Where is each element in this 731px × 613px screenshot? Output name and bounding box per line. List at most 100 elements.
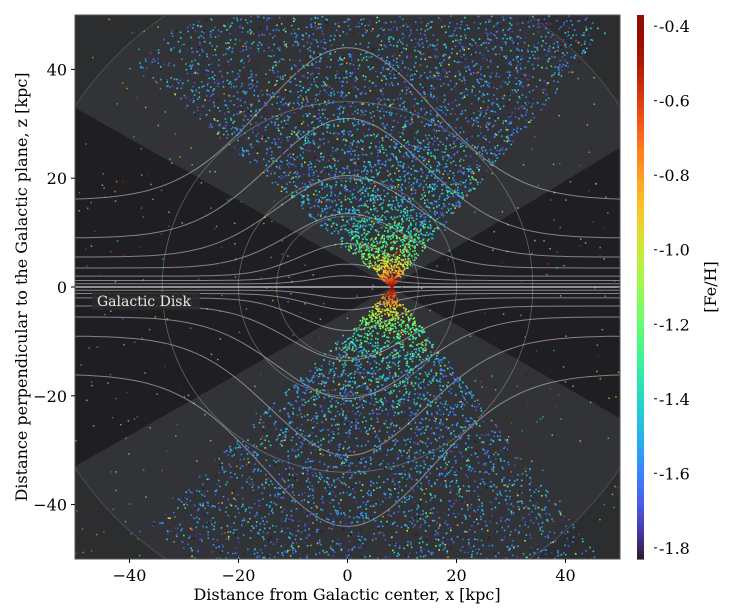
star-point xyxy=(238,542,240,544)
star-point xyxy=(503,153,505,155)
star-point xyxy=(410,232,412,234)
star-point xyxy=(476,435,478,437)
star-point xyxy=(248,462,250,464)
star-point xyxy=(395,342,397,344)
star-point xyxy=(317,159,319,161)
star-point xyxy=(284,97,286,99)
star-point xyxy=(293,408,295,410)
star-point xyxy=(355,77,357,79)
star-point xyxy=(410,79,412,81)
star-point xyxy=(473,395,475,397)
star-point xyxy=(394,320,396,322)
star-point xyxy=(266,165,268,167)
star-point xyxy=(315,75,317,77)
star-point xyxy=(491,102,493,104)
star-point xyxy=(436,205,438,207)
star-point xyxy=(446,539,448,541)
star-point xyxy=(559,60,561,62)
star-point xyxy=(266,504,268,506)
star-point xyxy=(518,532,520,534)
star-point xyxy=(327,224,329,226)
star-point xyxy=(199,518,201,520)
star-point xyxy=(368,224,370,226)
star-point xyxy=(482,478,484,480)
star-point xyxy=(452,33,454,35)
star-point xyxy=(510,121,512,123)
star-point xyxy=(383,239,385,241)
star-point xyxy=(185,502,187,504)
star-point xyxy=(338,118,340,120)
star-point xyxy=(330,206,332,208)
star-point xyxy=(402,62,404,64)
star-point xyxy=(411,39,413,41)
star-point xyxy=(437,100,439,102)
star-point xyxy=(452,193,454,195)
star-point xyxy=(463,171,465,173)
star-point xyxy=(376,170,378,172)
star-point xyxy=(262,536,264,538)
star-point xyxy=(440,484,442,486)
star-point xyxy=(363,154,365,156)
star-point xyxy=(206,56,208,58)
star-point xyxy=(362,543,364,545)
star-point xyxy=(268,137,270,139)
star-point xyxy=(495,117,497,119)
star-point xyxy=(342,347,344,349)
star-point xyxy=(317,126,319,128)
star-point xyxy=(360,367,362,369)
star-point xyxy=(400,246,402,248)
star-point xyxy=(507,439,509,441)
star-point xyxy=(531,511,533,513)
star-point xyxy=(465,443,467,445)
star-point xyxy=(361,445,363,447)
star-point xyxy=(453,383,455,385)
star-point xyxy=(369,384,371,386)
star-point xyxy=(333,419,335,421)
star-point xyxy=(411,313,413,315)
star-point xyxy=(204,41,206,43)
star-point xyxy=(330,412,332,414)
star-point xyxy=(453,408,455,410)
star-point xyxy=(205,55,207,57)
star-point xyxy=(342,461,344,463)
star-point xyxy=(581,34,583,36)
star-point xyxy=(462,531,464,533)
star-point xyxy=(247,119,249,121)
star-point xyxy=(408,198,410,200)
star-point xyxy=(374,185,376,187)
star-point xyxy=(299,104,301,106)
star-point xyxy=(360,540,362,542)
star-point xyxy=(454,141,456,143)
star-point xyxy=(341,543,343,545)
star-point xyxy=(351,474,353,476)
star-point xyxy=(325,201,327,203)
star-point xyxy=(409,372,411,374)
star-point xyxy=(207,534,209,536)
star-point xyxy=(450,482,452,484)
star-point xyxy=(411,523,413,525)
star-point xyxy=(242,27,244,29)
star-point xyxy=(447,456,449,458)
star-point xyxy=(320,27,322,29)
star-point xyxy=(412,342,414,344)
star-point xyxy=(386,521,388,523)
star-point xyxy=(342,529,344,531)
star-point xyxy=(305,186,307,188)
star-point xyxy=(485,22,487,24)
star-point xyxy=(423,381,425,383)
star-point xyxy=(407,331,409,333)
star-point xyxy=(405,388,407,390)
star-point xyxy=(420,472,422,474)
star-point xyxy=(362,353,364,355)
star-point xyxy=(341,180,343,182)
star-point xyxy=(350,75,352,77)
star-point xyxy=(389,256,391,258)
star-point xyxy=(421,95,423,97)
star-point xyxy=(226,507,228,509)
star-point xyxy=(408,156,410,158)
star-point xyxy=(249,106,251,108)
star-point xyxy=(264,516,266,518)
star-point xyxy=(397,488,399,490)
star-point xyxy=(376,381,378,383)
star-point xyxy=(348,47,350,49)
